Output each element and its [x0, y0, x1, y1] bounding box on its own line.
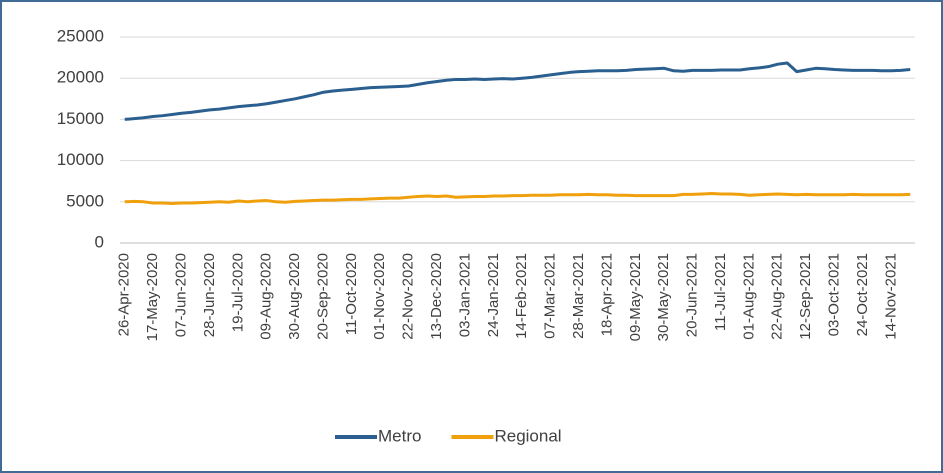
x-tick-label: 03-Oct-2021: [826, 253, 843, 336]
x-tick-label: 24-Jan-2021: [485, 253, 502, 337]
series-line: [124, 192, 911, 205]
x-tick-label: 14-Nov-2021: [882, 253, 899, 340]
x-tick-label: 28-Mar-2021: [570, 253, 587, 339]
x-tick-label: 03-Jan-2021: [456, 253, 473, 337]
x-tick-label: 22-Aug-2021: [769, 253, 786, 340]
y-tick-label: 20000: [57, 68, 104, 87]
x-tick-label: 12-Sep-2021: [797, 253, 814, 340]
y-tick-label: 5000: [66, 191, 104, 210]
x-tick-label: 20-Sep-2020: [314, 253, 331, 340]
x-tick-label: 30-May-2021: [655, 253, 672, 341]
x-tick-label: 11-Oct-2020: [343, 253, 360, 335]
x-tick-label: 14-Feb-2021: [513, 253, 530, 339]
x-tick-label: 30-Aug-2020: [286, 253, 303, 340]
x-tick-label: 07-Mar-2021: [542, 253, 559, 339]
x-tick-label: 09-May-2021: [627, 253, 644, 341]
x-tick-label: 28-Jun-2020: [201, 253, 218, 337]
series-line: [124, 61, 911, 121]
y-tick-label: 15000: [57, 109, 104, 128]
x-tick-label: 26-Apr-2020: [116, 253, 133, 336]
x-tick-label: 01-Aug-2021: [740, 253, 757, 340]
x-tick-label: 20-Jun-2021: [684, 253, 701, 337]
x-tick-label: 13-Dec-2020: [428, 253, 445, 340]
y-tick-label: 25000: [57, 26, 104, 45]
y-tick-label: 10000: [57, 150, 104, 169]
x-tick-label: 18-Apr-2021: [598, 253, 615, 336]
y-tick-label: 0: [95, 232, 104, 251]
legend-label: Metro: [378, 426, 421, 445]
legend-label: Regional: [494, 426, 561, 445]
x-tick-label: 17-May-2020: [144, 253, 161, 341]
x-tick-label: 07-Jun-2020: [172, 253, 189, 337]
x-tick-label: 01-Nov-2020: [371, 253, 388, 340]
x-tick-label: 09-Aug-2020: [258, 253, 275, 340]
x-tick-label: 22-Nov-2020: [400, 253, 417, 340]
x-tick-label: 19-Jul-2020: [229, 253, 246, 332]
x-tick-label: 24-Oct-2021: [854, 253, 871, 336]
x-tick-label: 11-Jul-2021: [712, 253, 729, 331]
